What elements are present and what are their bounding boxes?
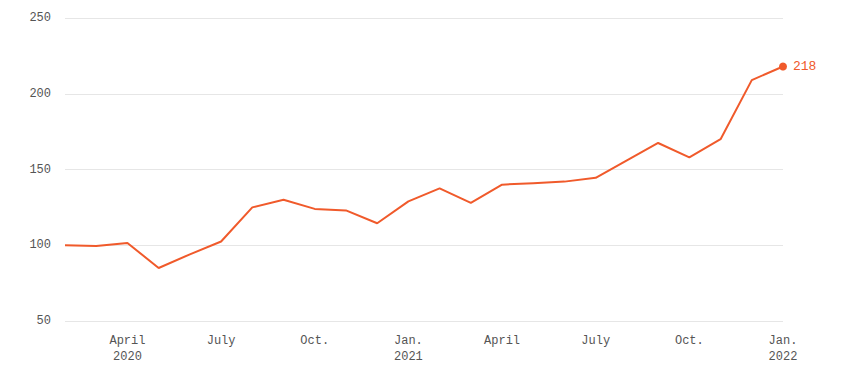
svg-text:Jan.: Jan. [394,334,423,348]
svg-text:2021: 2021 [394,350,423,364]
svg-text:50: 50 [37,314,51,328]
svg-text:July: July [581,334,610,348]
svg-text:April: April [109,334,145,348]
svg-text:July: July [207,334,236,348]
svg-text:Jan.: Jan. [769,334,798,348]
svg-text:100: 100 [29,238,51,252]
svg-text:2022: 2022 [769,350,798,364]
svg-text:Oct.: Oct. [675,334,704,348]
svg-text:200: 200 [29,87,51,101]
svg-text:April: April [484,334,520,348]
svg-text:250: 250 [29,11,51,25]
svg-text:Oct.: Oct. [300,334,329,348]
svg-text:2020: 2020 [113,350,142,364]
svg-text:150: 150 [29,163,51,177]
svg-text:218: 218 [793,59,816,74]
